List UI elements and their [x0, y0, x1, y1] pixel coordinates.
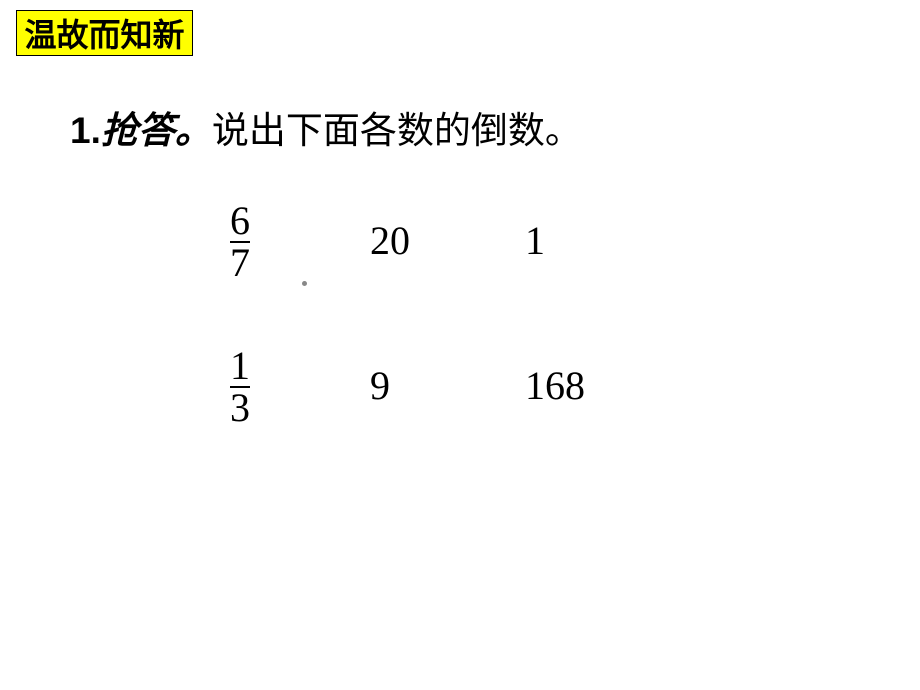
fraction-cell: 1 3 — [230, 342, 370, 428]
header-badge: 温故而知新 — [16, 10, 193, 56]
question-line: 1.抢答。说出下面各数的倒数。 — [70, 100, 582, 154]
fraction: 6 7 — [230, 201, 250, 283]
number-cell: 168 — [525, 362, 625, 409]
number-cell: 9 — [370, 362, 525, 409]
math-area: 6 7 20 1 1 3 9 168 — [230, 195, 625, 485]
fraction: 1 3 — [230, 346, 250, 428]
fraction-denominator: 7 — [230, 243, 250, 283]
question-label: 抢答。 — [101, 111, 212, 152]
math-row-2: 1 3 9 168 — [230, 340, 625, 430]
fraction-numerator: 1 — [230, 346, 250, 388]
center-dot — [302, 281, 307, 286]
fraction-numerator: 6 — [230, 201, 250, 243]
number-cell: 20 — [370, 217, 525, 264]
number-cell: 1 — [525, 217, 625, 264]
math-row-1: 6 7 20 1 — [230, 195, 625, 285]
question-rest: 说出下面各数的倒数。 — [212, 111, 582, 152]
fraction-cell: 6 7 — [230, 197, 370, 283]
question-number: 1. — [70, 110, 101, 151]
fraction-denominator: 3 — [230, 388, 250, 428]
